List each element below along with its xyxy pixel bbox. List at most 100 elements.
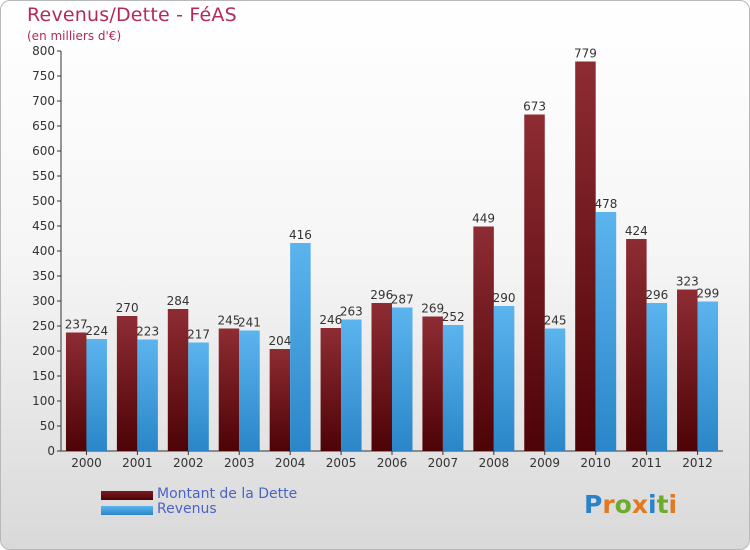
- bar-dette: [167, 309, 189, 451]
- x-tick-label: 2006: [377, 456, 408, 470]
- data-label: 224: [85, 324, 108, 338]
- data-label: 204: [268, 334, 291, 348]
- bar-dette: [524, 114, 545, 451]
- logo-letter: P: [584, 490, 603, 519]
- y-tick-label: 700: [32, 94, 55, 108]
- x-tick-label: 2000: [71, 456, 102, 470]
- bar-revenus: [290, 243, 311, 451]
- data-label: 237: [65, 318, 88, 332]
- y-tick-label: 450: [32, 219, 55, 233]
- y-tick-label: 0: [47, 444, 55, 458]
- x-axis: 2000 2001 2002 2003 2004 2005 2006 2007 2008 2009…: [61, 450, 723, 470]
- y-tick-label: 350: [32, 269, 55, 283]
- x-tick-label: 2010: [580, 456, 611, 470]
- bars: [65, 61, 719, 451]
- bar-dette: [371, 303, 392, 451]
- data-label: 478: [594, 197, 617, 211]
- bar-dette: [218, 328, 240, 451]
- legend-swatch-revenus: [101, 506, 153, 515]
- bar-revenus: [544, 328, 566, 451]
- logo-letter: o: [614, 490, 632, 519]
- bar-dette: [473, 226, 494, 451]
- data-label: 296: [370, 288, 393, 302]
- bar-revenus: [239, 330, 260, 451]
- data-label: 269: [421, 302, 444, 316]
- logo-letter: t: [656, 490, 669, 519]
- logo-letter: x: [631, 490, 648, 519]
- proxiti-logo: Proxiti: [584, 490, 677, 519]
- y-tick-label: 300: [32, 294, 55, 308]
- data-label: 449: [472, 212, 495, 226]
- bar-revenus: [595, 212, 617, 451]
- bar-dette: [65, 332, 87, 451]
- y-tick-label: 200: [32, 344, 55, 358]
- y-axis: 0 50 100 150 200 250 300 350 400 450 500 550 600 650 7…: [32, 44, 62, 458]
- x-tick-label: 2003: [224, 456, 255, 470]
- logo-letter: i: [648, 490, 657, 519]
- data-label: 673: [523, 100, 546, 114]
- bar-revenus: [86, 339, 107, 451]
- bar-dette: [116, 316, 138, 451]
- bar-revenus: [697, 301, 719, 451]
- x-tick-label: 2007: [428, 456, 459, 470]
- data-label: 299: [696, 287, 719, 301]
- x-tick-label: 2005: [326, 456, 357, 470]
- y-tick-label: 100: [32, 394, 55, 408]
- bar-revenus: [493, 306, 515, 451]
- data-label: 270: [116, 301, 139, 315]
- x-tick-label: 2004: [275, 456, 306, 470]
- y-tick-label: 600: [32, 144, 55, 158]
- bar-revenus: [188, 342, 209, 451]
- data-label: 296: [645, 288, 668, 302]
- y-tick-label: 750: [32, 69, 55, 83]
- data-label: 245: [218, 314, 241, 328]
- bar-revenus: [442, 325, 464, 451]
- bar-revenus: [646, 303, 668, 451]
- data-label: 424: [625, 224, 648, 238]
- bar-dette: [677, 289, 698, 451]
- x-tick-label: 2008: [479, 456, 510, 470]
- bar-dette: [422, 316, 443, 451]
- bar-dette: [269, 349, 291, 451]
- data-label: 323: [676, 275, 699, 289]
- data-label: 284: [167, 294, 190, 308]
- x-tick-label: 2012: [682, 456, 713, 470]
- data-label: 252: [442, 310, 465, 324]
- data-label: 217: [187, 328, 210, 342]
- bar-dette: [575, 61, 596, 451]
- logo-letter: i: [668, 490, 678, 519]
- data-label: 223: [136, 325, 159, 339]
- legend-label-revenus: Revenus: [157, 501, 217, 517]
- data-label: 245: [544, 314, 567, 328]
- legend-label-dette: Montant de la Dette: [157, 486, 298, 502]
- y-tick-label: 650: [32, 119, 55, 133]
- y-tick-label: 50: [40, 419, 55, 433]
- bar-revenus: [341, 319, 362, 451]
- x-tick-label: 2001: [122, 456, 153, 470]
- data-label: 246: [319, 313, 342, 327]
- bar-revenus: [137, 339, 158, 451]
- data-label: 263: [340, 305, 363, 319]
- data-label: 241: [238, 316, 261, 330]
- y-tick-label: 500: [32, 194, 55, 208]
- chart-subtitle: (en milliers d'€): [27, 29, 122, 43]
- y-tick-label: 400: [32, 244, 55, 258]
- x-tick-label: 2009: [529, 456, 560, 470]
- y-tick-label: 550: [32, 169, 55, 183]
- bar-dette: [320, 328, 342, 451]
- data-label: 416: [289, 228, 312, 242]
- y-tick-label: 150: [32, 369, 55, 383]
- bar-dette: [626, 239, 647, 451]
- data-label: 290: [493, 291, 516, 305]
- x-tick-label: 2011: [631, 456, 662, 470]
- logo-letter: r: [602, 490, 615, 519]
- chart-title: Revenus/Dette - FéAS: [27, 4, 237, 26]
- bar-revenus: [392, 307, 413, 451]
- data-label: 287: [391, 293, 414, 307]
- x-tick-label: 2002: [173, 456, 204, 470]
- y-tick-label: 800: [32, 44, 55, 58]
- data-label: 779: [574, 47, 597, 61]
